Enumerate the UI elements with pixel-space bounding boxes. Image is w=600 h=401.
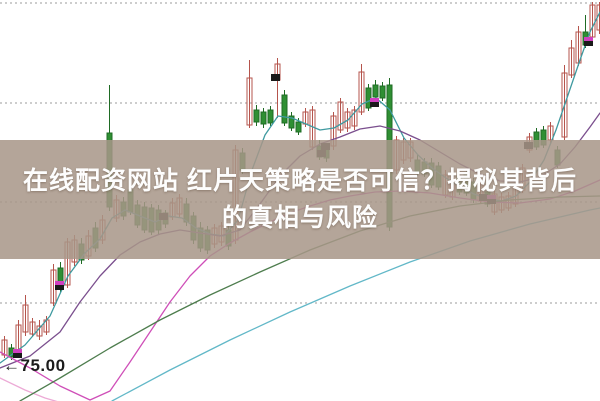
price-flag-label: ←75.00 [3,356,66,375]
headline-line-1: 在线配资网站 红片天策略是否可信？揭秘其背后 [23,166,577,195]
headline-line-2: 的真相与风险 [221,203,378,232]
headline-banner: 在线配资网站 红片天策略是否可信？揭秘其背后 的真相与风险 [0,140,600,259]
